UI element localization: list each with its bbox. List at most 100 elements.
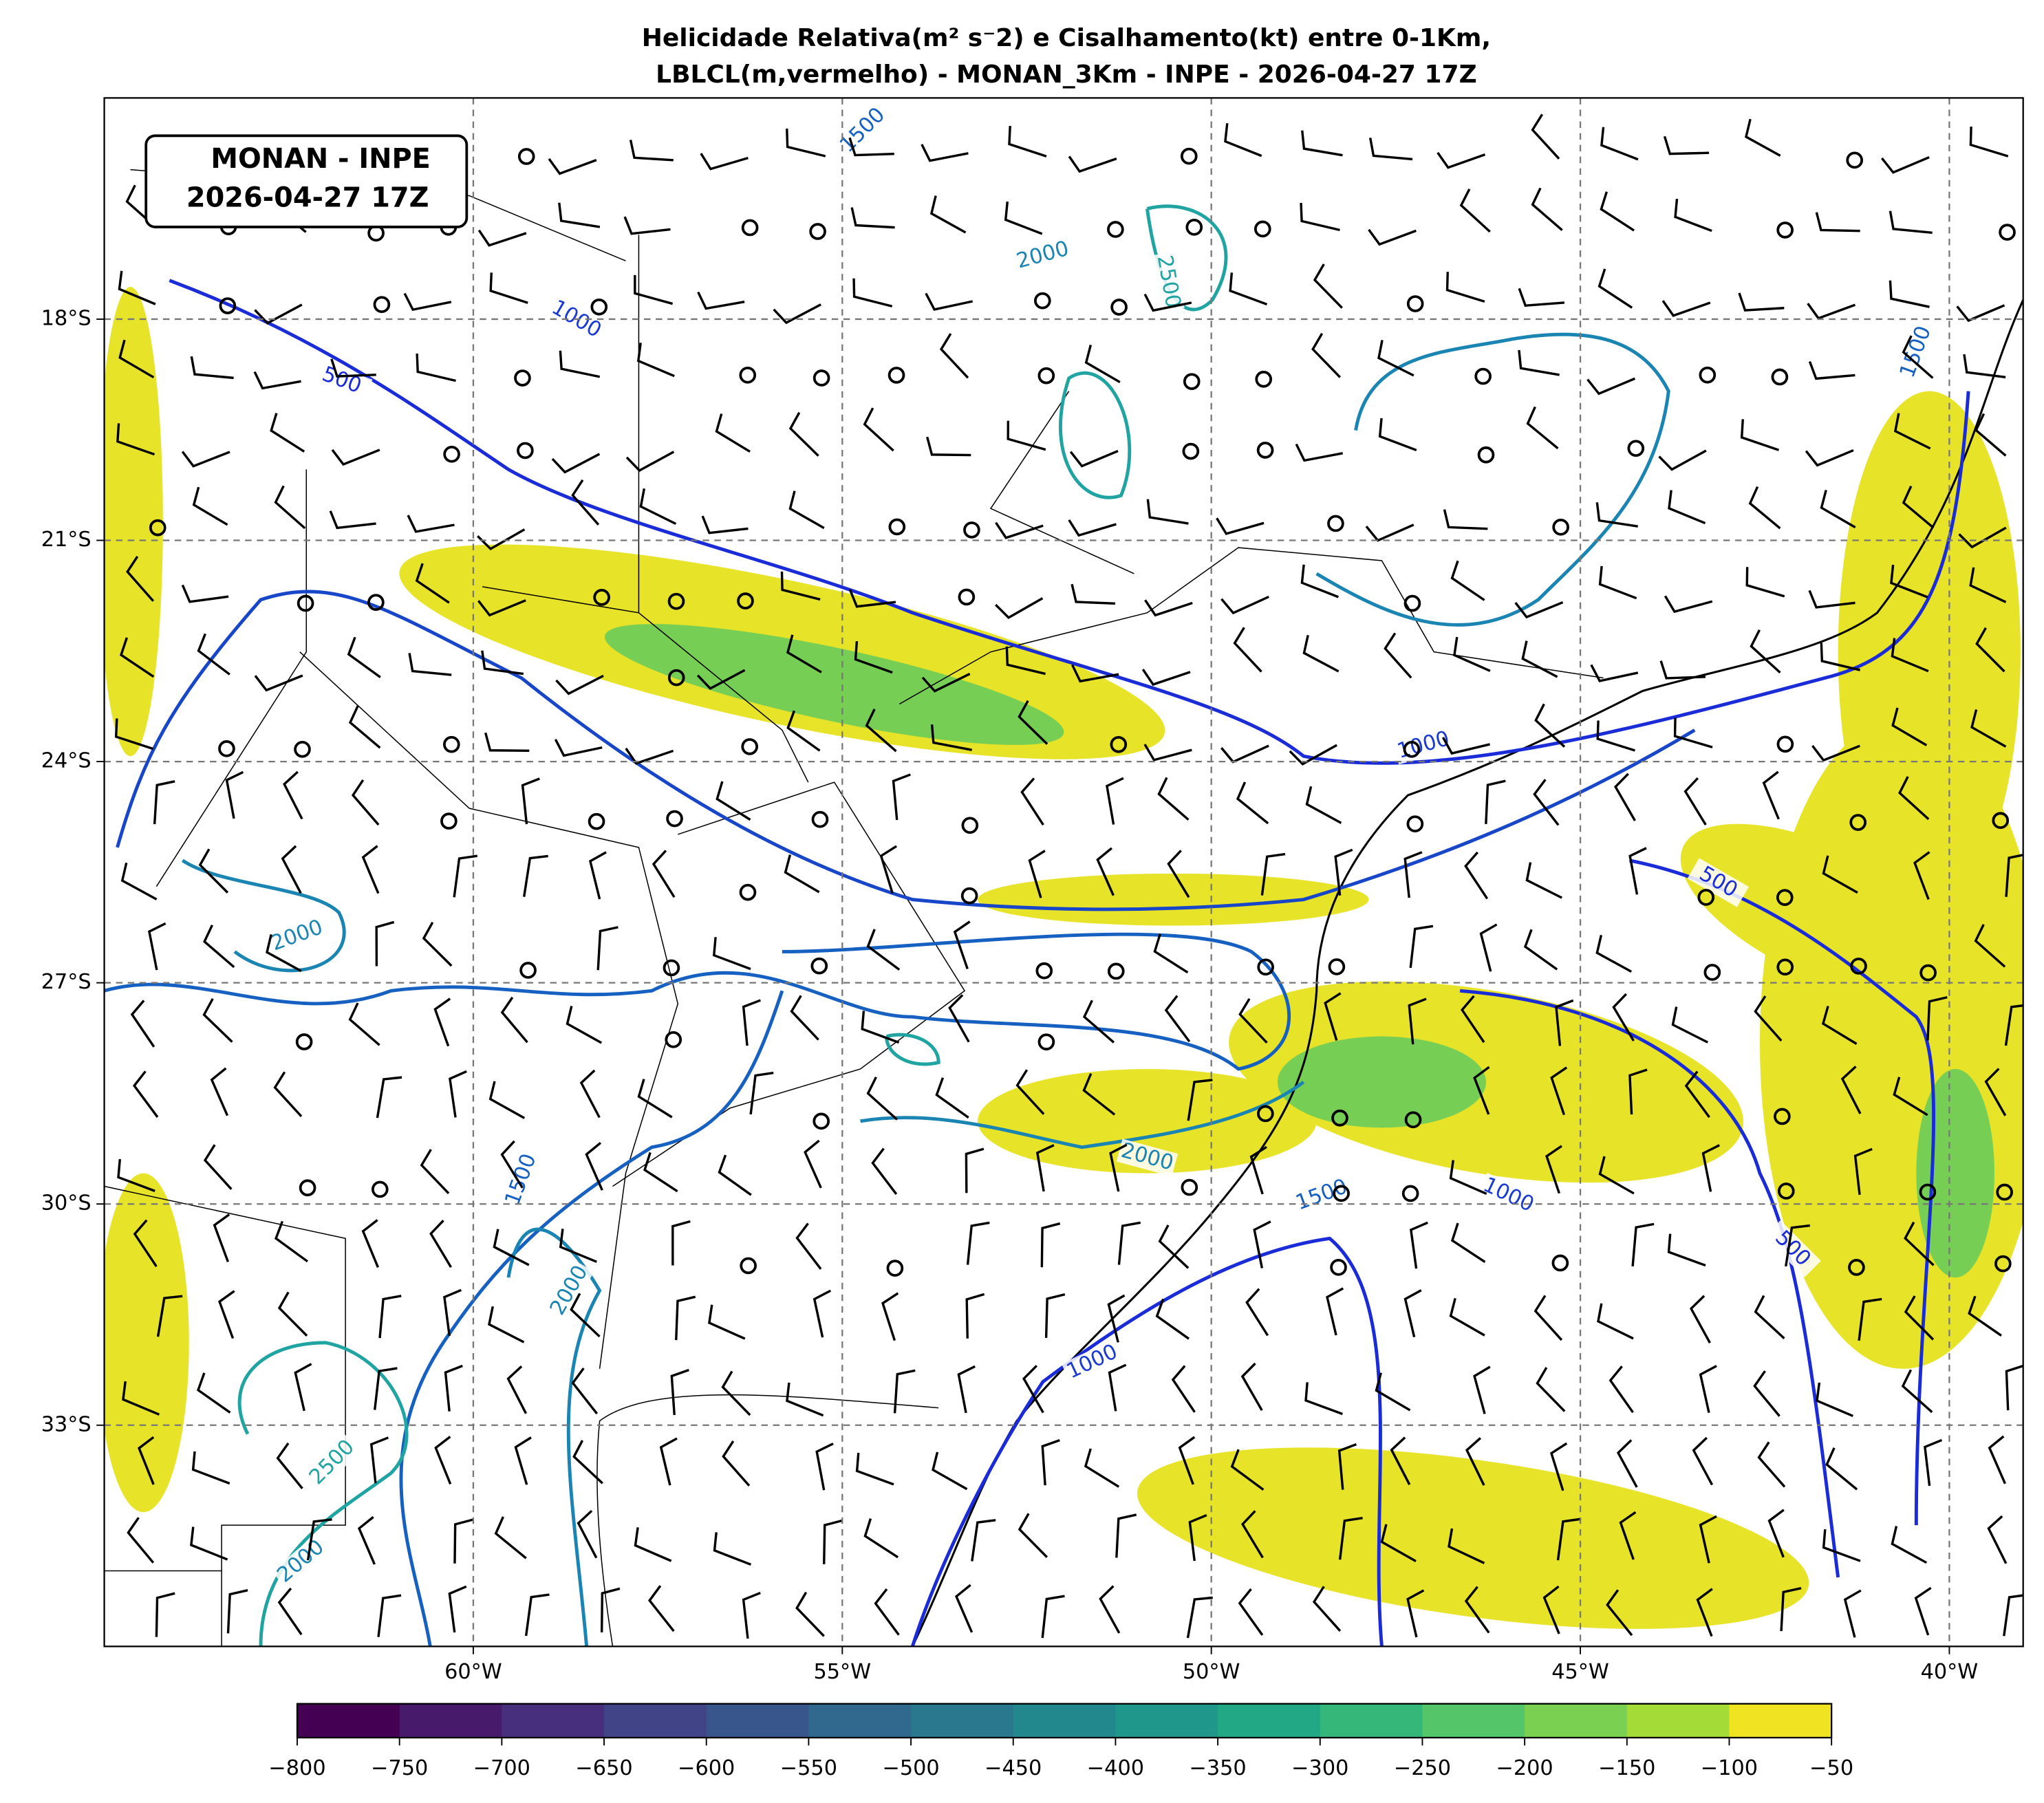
contour-label: 1500 bbox=[500, 1150, 541, 1208]
wind-barb bbox=[1485, 779, 1506, 824]
wind-barb bbox=[1545, 1145, 1562, 1194]
wind-barb bbox=[1311, 332, 1342, 378]
wind-barb bbox=[1684, 1070, 1710, 1119]
wind-barb bbox=[1005, 646, 1046, 676]
calm-marker bbox=[1771, 368, 1789, 386]
wind-barb bbox=[773, 303, 821, 325]
colorbar-tick-label: −450 bbox=[985, 1756, 1042, 1780]
wind-barb bbox=[716, 781, 751, 821]
wind-barb bbox=[1958, 526, 2007, 549]
wind-barb bbox=[1406, 1589, 1425, 1638]
wind-barb bbox=[120, 862, 158, 900]
wind-barb bbox=[1464, 851, 1489, 900]
calm-marker bbox=[443, 445, 460, 463]
wind-barb bbox=[954, 1584, 973, 1633]
calm-marker bbox=[1406, 815, 1424, 833]
calm-marker bbox=[737, 592, 754, 609]
wind-barb bbox=[1230, 1449, 1265, 1491]
wind-barb bbox=[1613, 773, 1636, 821]
wind-barb bbox=[1619, 1511, 1637, 1560]
calm-marker bbox=[1849, 814, 1867, 831]
calm-marker bbox=[1110, 735, 1128, 753]
wind-barb bbox=[1531, 114, 1560, 160]
wind-barb bbox=[1968, 1295, 2002, 1337]
wind-barb bbox=[213, 1213, 230, 1262]
wind-barb bbox=[1403, 1289, 1422, 1338]
wind-barb bbox=[191, 1451, 230, 1485]
colorbar-segment bbox=[911, 1703, 1014, 1738]
calm-marker bbox=[813, 1112, 830, 1130]
wind-barb bbox=[1115, 1513, 1137, 1558]
wind-barb bbox=[1820, 489, 1856, 529]
wind-barb bbox=[1738, 292, 1785, 312]
wind-barb bbox=[1926, 996, 1948, 1041]
wind-barb bbox=[1880, 156, 1930, 174]
wind-barb bbox=[1963, 354, 2006, 379]
wind-barb bbox=[1762, 770, 1780, 820]
wind-barb bbox=[848, 589, 896, 608]
wind-barb bbox=[281, 845, 302, 894]
wind-barb bbox=[1612, 993, 1635, 1041]
calm-marker bbox=[588, 812, 605, 830]
calm-marker bbox=[741, 219, 759, 237]
wind-barb bbox=[1555, 999, 1574, 1046]
wind-barb bbox=[1843, 1589, 1862, 1638]
wind-barb bbox=[1236, 781, 1269, 825]
wind-barb bbox=[488, 1306, 525, 1343]
lat-tick-label: 18°S bbox=[41, 306, 92, 330]
contour-label-bg bbox=[303, 1434, 361, 1491]
wind-barb bbox=[965, 1147, 985, 1194]
wind-barb bbox=[1390, 1436, 1411, 1485]
wind-barb bbox=[813, 1289, 832, 1338]
wind-barb bbox=[1658, 449, 1707, 471]
wind-barb bbox=[780, 571, 821, 601]
wind-barb bbox=[155, 1592, 175, 1637]
wind-barb bbox=[1028, 850, 1046, 898]
wind-barb bbox=[1668, 490, 1706, 525]
colorbar-frame bbox=[296, 1703, 1833, 1739]
wind-barb bbox=[133, 1219, 158, 1268]
colorbar-tick-label: −550 bbox=[780, 1756, 837, 1780]
calm-marker bbox=[740, 1257, 757, 1275]
wind-barb bbox=[1840, 1066, 1862, 1114]
wind-barb bbox=[1084, 344, 1121, 384]
calm-marker bbox=[1403, 741, 1421, 758]
wind-barb bbox=[1663, 136, 1710, 155]
wind-barb bbox=[1365, 523, 1414, 542]
wind-barb bbox=[948, 994, 970, 1043]
wind-barb bbox=[1975, 627, 2005, 673]
wind-barb bbox=[481, 650, 524, 676]
wind-barb bbox=[625, 747, 674, 765]
wind-barb bbox=[629, 140, 674, 162]
wind-barb bbox=[153, 780, 175, 825]
wind-barb bbox=[643, 1152, 678, 1193]
wind-barb bbox=[348, 1002, 380, 1046]
wind-barb bbox=[1549, 1442, 1568, 1491]
wind-barb bbox=[377, 1594, 402, 1637]
wind-barb bbox=[369, 1436, 389, 1484]
lat-tick-label: 27°S bbox=[41, 970, 92, 994]
wind-barb bbox=[1241, 1510, 1264, 1559]
wind-barb bbox=[558, 202, 601, 228]
wind-barb bbox=[1595, 502, 1638, 528]
wind-barb bbox=[1597, 268, 1633, 309]
calm-marker bbox=[887, 367, 905, 384]
wind-barb bbox=[2005, 1364, 2023, 1411]
wind-barb bbox=[1449, 1297, 1485, 1337]
calm-marker bbox=[1406, 295, 1424, 312]
wind-barb bbox=[1107, 1294, 1126, 1343]
wind-barb bbox=[713, 1532, 752, 1566]
wind-barb bbox=[548, 158, 597, 175]
calm-marker bbox=[299, 1179, 316, 1197]
wind-barb bbox=[718, 1154, 752, 1196]
wind-barb bbox=[524, 1593, 550, 1637]
wind-barb bbox=[1696, 1588, 1713, 1637]
wind-barb bbox=[1748, 486, 1781, 530]
calm-marker bbox=[1697, 889, 1715, 906]
wind-barb bbox=[275, 1220, 308, 1263]
wind-barb bbox=[1753, 1370, 1781, 1417]
wind-barb bbox=[874, 1588, 900, 1636]
wind-barb bbox=[329, 510, 376, 530]
calm-marker bbox=[1183, 373, 1201, 390]
contour-label-bg bbox=[1012, 237, 1074, 274]
